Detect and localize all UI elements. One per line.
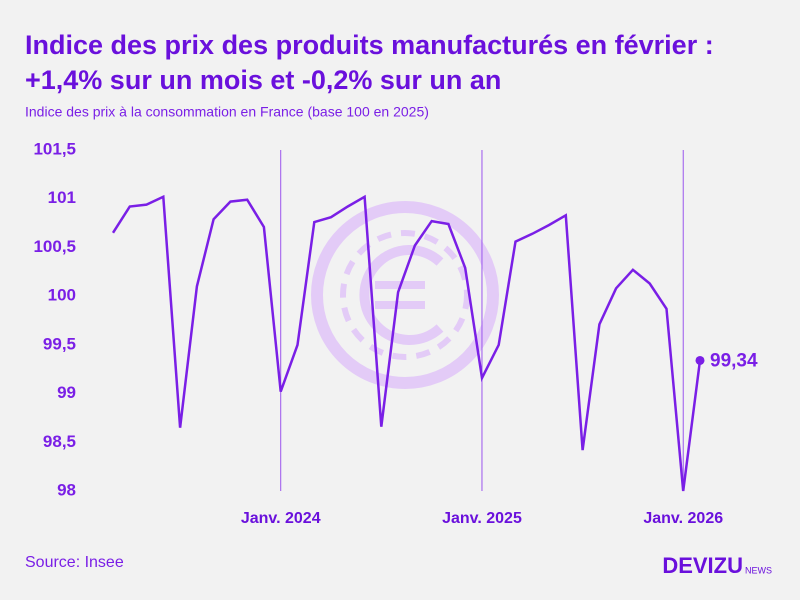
point [695, 355, 705, 365]
brand-suffix: NEWS [745, 565, 772, 575]
y-tick-label: 100,5 [33, 237, 76, 256]
y-tick-label: 99,5 [43, 334, 76, 353]
line [111, 194, 702, 492]
watermark-coin [311, 201, 499, 389]
x-tick-label: Janv. 2024 [241, 510, 321, 527]
y-tick-label: 101,5 [33, 139, 76, 158]
chart-subtitle: Indice des prix à la consommation en Fra… [25, 104, 429, 120]
y-tick-label: 98,5 [43, 432, 76, 451]
chart-title: Indice des prix des produits manufacturé… [25, 30, 714, 60]
y-tick-label: 100 [48, 286, 76, 305]
y-tick-label: 99 [57, 383, 76, 402]
data-label: 99,34 [710, 350, 758, 371]
y-tick-label: 98 [57, 480, 76, 499]
source: Source: Insee [25, 554, 124, 571]
x-tick-label: Janv. 2026 [643, 510, 723, 527]
brand: DEVIZU [662, 553, 743, 578]
x-tick-label: Janv. 2025 [442, 510, 522, 527]
y-tick-label: 101 [48, 188, 76, 207]
chart-title: +1,4% sur un mois et -0,2% sur un an [25, 65, 501, 95]
